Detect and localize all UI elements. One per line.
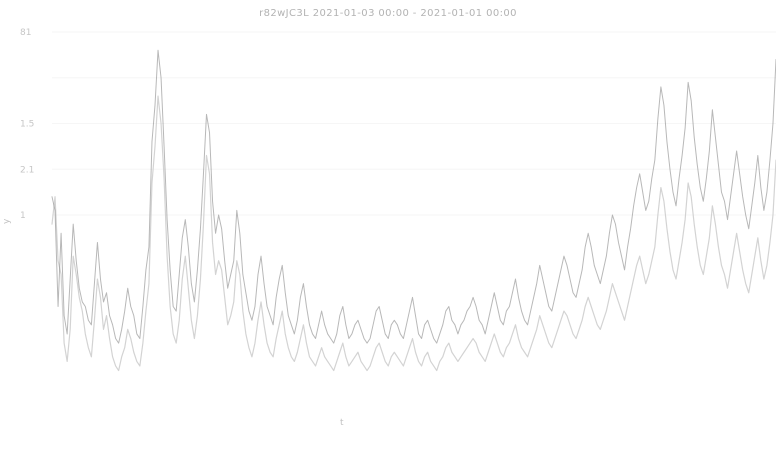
- series-line-1: [51, 95, 776, 372]
- y-ticks: 81 1.5 2.1 1: [20, 28, 34, 221]
- series-line-2: [51, 49, 776, 344]
- y-tick-label: 2.1: [20, 165, 34, 175]
- y-grid: [52, 31, 776, 216]
- chart-title: r82wJC3L 2021-01-03 00:00 - 2021-01-01 0…: [259, 8, 517, 19]
- y-tick-label: 1: [20, 211, 26, 221]
- series-group: [51, 49, 776, 372]
- y-tick-label: 1.5: [20, 120, 34, 130]
- x-axis-label: t: [340, 418, 344, 428]
- y-tick-label: 81: [20, 28, 31, 38]
- legend: [52, 444, 752, 462]
